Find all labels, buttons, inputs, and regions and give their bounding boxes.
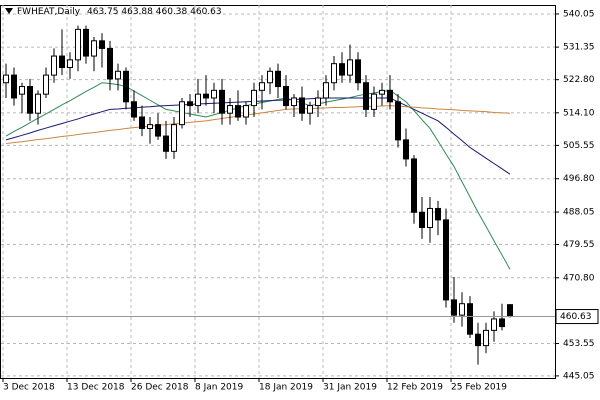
candle-body xyxy=(275,70,281,88)
y-tick-label: 522.80 xyxy=(563,75,595,85)
price-label: 460.63 xyxy=(560,312,592,322)
x-tick-label: 8 Jan 2019 xyxy=(195,383,243,393)
x-tick-label: 25 Feb 2019 xyxy=(451,383,507,393)
candle-body xyxy=(395,101,401,141)
candle-body xyxy=(379,89,385,95)
candle-body xyxy=(483,329,489,347)
x-tick-label: 3 Dec 2018 xyxy=(3,383,55,393)
candle-body xyxy=(459,303,465,316)
candle-body xyxy=(443,219,449,301)
candle-body xyxy=(307,105,313,114)
y-tick-label: 496.80 xyxy=(563,174,595,184)
candle-body xyxy=(427,207,433,229)
candle-body xyxy=(355,59,361,84)
y-tick-label: 445.05 xyxy=(563,371,595,381)
candle-body xyxy=(123,70,129,103)
candle-body xyxy=(475,333,481,347)
candle-body xyxy=(67,59,73,68)
candle-body xyxy=(147,124,153,129)
price-label-box xyxy=(555,309,599,325)
candle-body xyxy=(371,93,377,110)
candle-body xyxy=(451,299,457,316)
candle-body xyxy=(507,304,513,318)
candle-body xyxy=(51,55,57,76)
candle-body xyxy=(467,303,473,335)
y-tick-label: 505.55 xyxy=(563,141,595,151)
candle-body xyxy=(435,207,441,221)
candle-body xyxy=(171,124,177,152)
candle-body xyxy=(163,135,169,152)
x-tick-label: 26 Dec 2018 xyxy=(131,383,189,393)
candle-body xyxy=(131,101,137,118)
candle-body xyxy=(75,28,81,61)
candle-body xyxy=(339,63,345,76)
candle-body xyxy=(35,93,41,114)
y-tick-label: 540.05 xyxy=(563,9,595,19)
y-tick-label: 479.55 xyxy=(563,240,595,250)
candles xyxy=(3,25,513,365)
candle-body xyxy=(99,40,105,49)
candle-body xyxy=(227,105,233,114)
moving-average xyxy=(5,82,511,270)
candle-body xyxy=(259,82,265,91)
candle-body xyxy=(291,97,297,107)
x-tick-label: 18 Jan 2019 xyxy=(259,383,313,393)
x-tick-label: 31 Jan 2019 xyxy=(323,383,377,393)
candle-body xyxy=(91,40,97,57)
y-tick-label: 488.05 xyxy=(563,208,595,218)
moving-averages xyxy=(5,82,511,270)
candle-body xyxy=(179,101,185,126)
candle-body xyxy=(243,105,249,118)
candle-body xyxy=(3,74,9,84)
candle-body xyxy=(411,158,417,213)
candle-body xyxy=(27,86,33,114)
candle-body xyxy=(83,28,89,57)
y-tick-label: 531.35 xyxy=(563,43,595,53)
candle-body xyxy=(155,124,161,137)
candle-body xyxy=(251,89,257,107)
candle-body xyxy=(203,93,209,99)
candle-body xyxy=(187,101,193,107)
candle-body xyxy=(211,89,217,99)
candle-body xyxy=(315,97,321,107)
candle-body xyxy=(323,82,329,99)
chart-title: FWHEAT,Daily 463.75 463.88 460.38 460.63 xyxy=(17,7,222,17)
candle-body xyxy=(11,74,17,99)
candle-body xyxy=(267,70,273,84)
x-tick-label: 12 Feb 2019 xyxy=(387,383,443,393)
candle-body xyxy=(299,97,305,114)
candle-body xyxy=(59,55,65,68)
candle-body xyxy=(219,89,225,114)
candle-body xyxy=(43,74,49,95)
moving-average xyxy=(5,105,511,145)
candle-body xyxy=(491,318,497,331)
candle-body xyxy=(195,93,201,107)
candle-body xyxy=(499,318,505,328)
candle-body xyxy=(403,139,409,160)
candle-body xyxy=(107,47,113,80)
candle-body xyxy=(19,86,25,95)
x-tick-label: 13 Dec 2018 xyxy=(67,383,125,393)
candle-body xyxy=(115,70,121,80)
candle-body xyxy=(347,59,353,76)
candle-body xyxy=(235,105,241,118)
menu-icon xyxy=(5,8,13,14)
candle-body xyxy=(331,63,337,84)
candle-body xyxy=(363,82,369,110)
candle-body xyxy=(419,211,425,229)
candle-body xyxy=(283,86,289,107)
y-tick-label: 514.10 xyxy=(563,108,595,118)
y-tick-label: 470.80 xyxy=(563,273,595,283)
candle-body xyxy=(387,89,393,103)
candle-body xyxy=(139,116,145,129)
y-tick-label: 453.55 xyxy=(563,339,595,349)
moving-average xyxy=(5,97,511,175)
